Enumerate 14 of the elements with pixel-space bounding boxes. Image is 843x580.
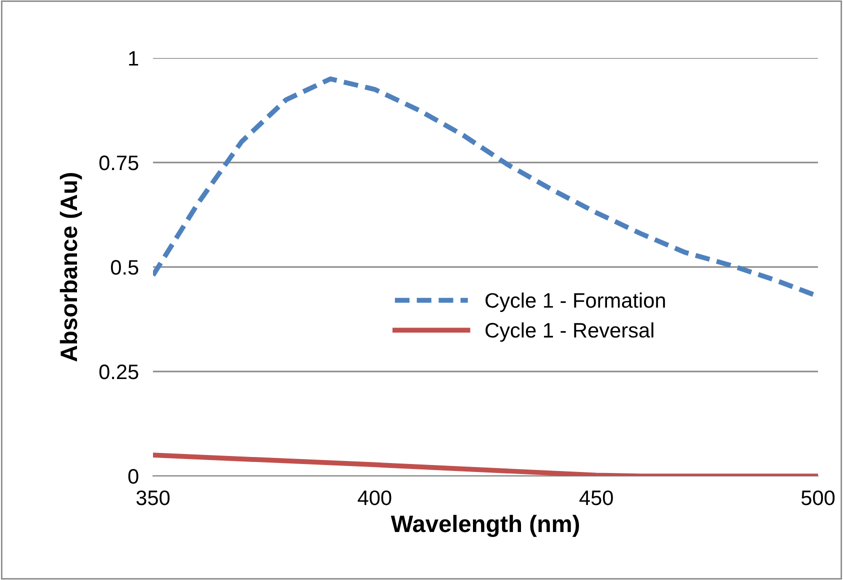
y-tick-label: 0.75 (99, 156, 138, 170)
y-tick-label: 0.25 (99, 364, 138, 380)
line-series (153, 452, 818, 476)
x-tick-label: 400 (358, 490, 392, 506)
y-tick-label: 0 (128, 469, 138, 484)
legend-label: Cycle 1 - Formation (486, 292, 665, 312)
x-tick-label: 500 (801, 490, 835, 506)
x-tick-label: 350 (136, 490, 170, 506)
x-axis-title: Wavelength (nm) (390, 514, 579, 537)
legend-label: Cycle 1 - Reversal (486, 322, 654, 342)
x-tick-label: 450 (579, 490, 613, 506)
y-tick-label: 0.5 (110, 260, 138, 275)
y-tick-label: 1 (129, 51, 138, 66)
y-axis-title: Absorbance (Au) (60, 173, 82, 362)
